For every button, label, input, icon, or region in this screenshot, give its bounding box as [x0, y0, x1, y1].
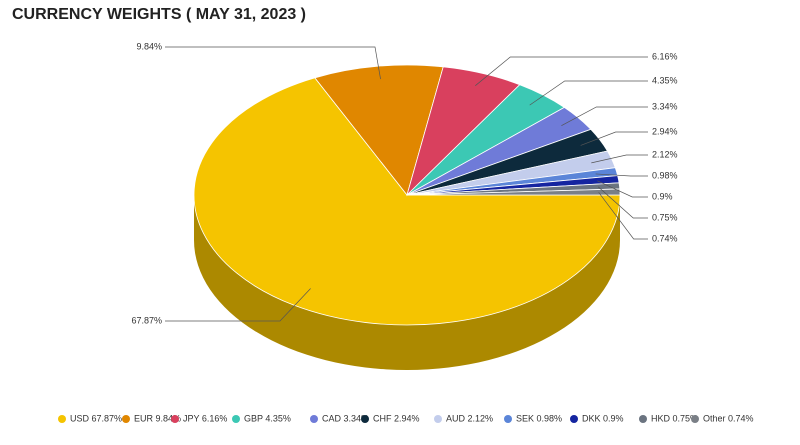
legend-label: DKK 0.9% — [582, 413, 624, 423]
legend-label: CHF 2.94% — [373, 413, 420, 423]
legend-marker — [434, 415, 442, 423]
leader-line — [597, 186, 648, 219]
leader-line — [595, 173, 648, 177]
leader-line — [561, 106, 648, 126]
leader-line — [598, 192, 648, 240]
leader-line — [580, 131, 648, 146]
data-label: 6.16% — [652, 51, 678, 61]
legend-marker — [691, 415, 699, 423]
legend-label: Other 0.74% — [703, 413, 754, 423]
leader-line — [165, 288, 311, 322]
legend-marker — [361, 415, 369, 423]
legend-label: CAD 3.34% — [322, 413, 369, 423]
legend-marker — [310, 415, 318, 423]
pie-slice — [406, 188, 621, 196]
leader-line — [529, 80, 648, 106]
legend-label: SEK 0.98% — [516, 413, 562, 423]
leader-line — [597, 180, 648, 198]
legend-marker — [58, 415, 66, 423]
legend-marker — [639, 415, 647, 423]
data-label: 0.75% — [652, 212, 678, 222]
data-label: 2.12% — [652, 149, 678, 159]
legend-label: AUD 2.12% — [446, 413, 493, 423]
legend-marker — [570, 415, 578, 423]
legend-marker — [122, 415, 130, 423]
leader-line — [591, 154, 648, 164]
data-label: 3.34% — [652, 101, 678, 111]
data-label: 2.94% — [652, 126, 678, 136]
data-label: 4.35% — [652, 75, 678, 85]
legend-label: EUR 9.84% — [134, 413, 181, 423]
legend-label: GBP 4.35% — [244, 413, 291, 423]
data-label: 0.98% — [652, 170, 678, 180]
pie-slice — [314, 64, 444, 196]
legend-label: HKD 0.75% — [651, 413, 698, 423]
legend-marker — [232, 415, 240, 423]
pie-side — [194, 195, 620, 370]
data-label: 9.84% — [136, 41, 162, 51]
chart-title: CURRENCY WEIGHTS ( MAY 31, 2023 ) — [12, 6, 306, 23]
leader-line — [475, 56, 648, 86]
data-label: 67.87% — [131, 315, 162, 325]
legend-label: USD 67.87% — [70, 413, 122, 423]
data-label: 0.9% — [652, 191, 673, 201]
leader-line — [165, 46, 381, 80]
data-label: 0.74% — [652, 233, 678, 243]
legend-marker — [171, 415, 179, 423]
legend-marker — [504, 415, 512, 423]
legend-label: JPY 6.16% — [183, 413, 227, 423]
pie-slice — [193, 77, 621, 326]
